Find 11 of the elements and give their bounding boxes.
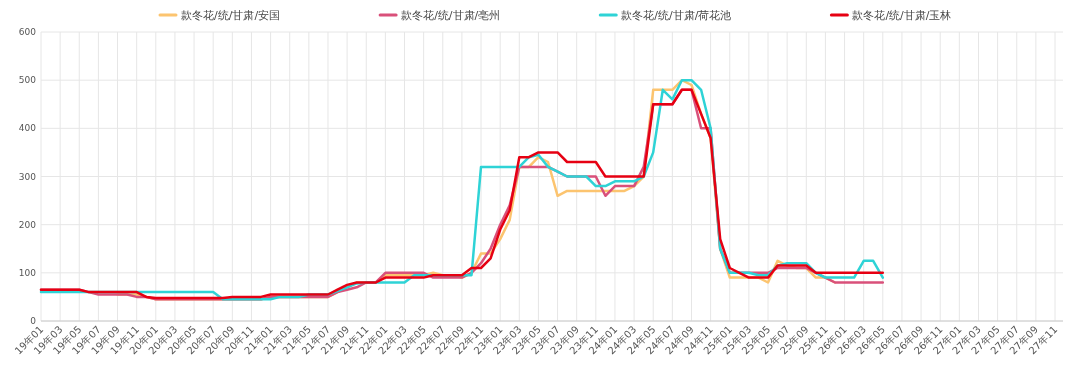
- legend-label: 款冬花/统/甘肃/玉林: [852, 9, 952, 22]
- y-tick-label: 400: [18, 123, 37, 134]
- y-tick-label: 100: [18, 267, 37, 278]
- legend-label: 款冬花/统/甘肃/亳州: [401, 9, 501, 22]
- y-tick-label: 300: [18, 171, 37, 182]
- y-tick-label: 500: [18, 75, 37, 86]
- y-tick-label: 200: [18, 219, 37, 230]
- legend-label: 款冬花/统/甘肃/安国: [181, 9, 281, 22]
- legend-label: 款冬花/统/甘肃/荷花池: [621, 9, 732, 22]
- y-tick-label: 600: [18, 27, 37, 37]
- y-tick-label: 0: [30, 316, 37, 326]
